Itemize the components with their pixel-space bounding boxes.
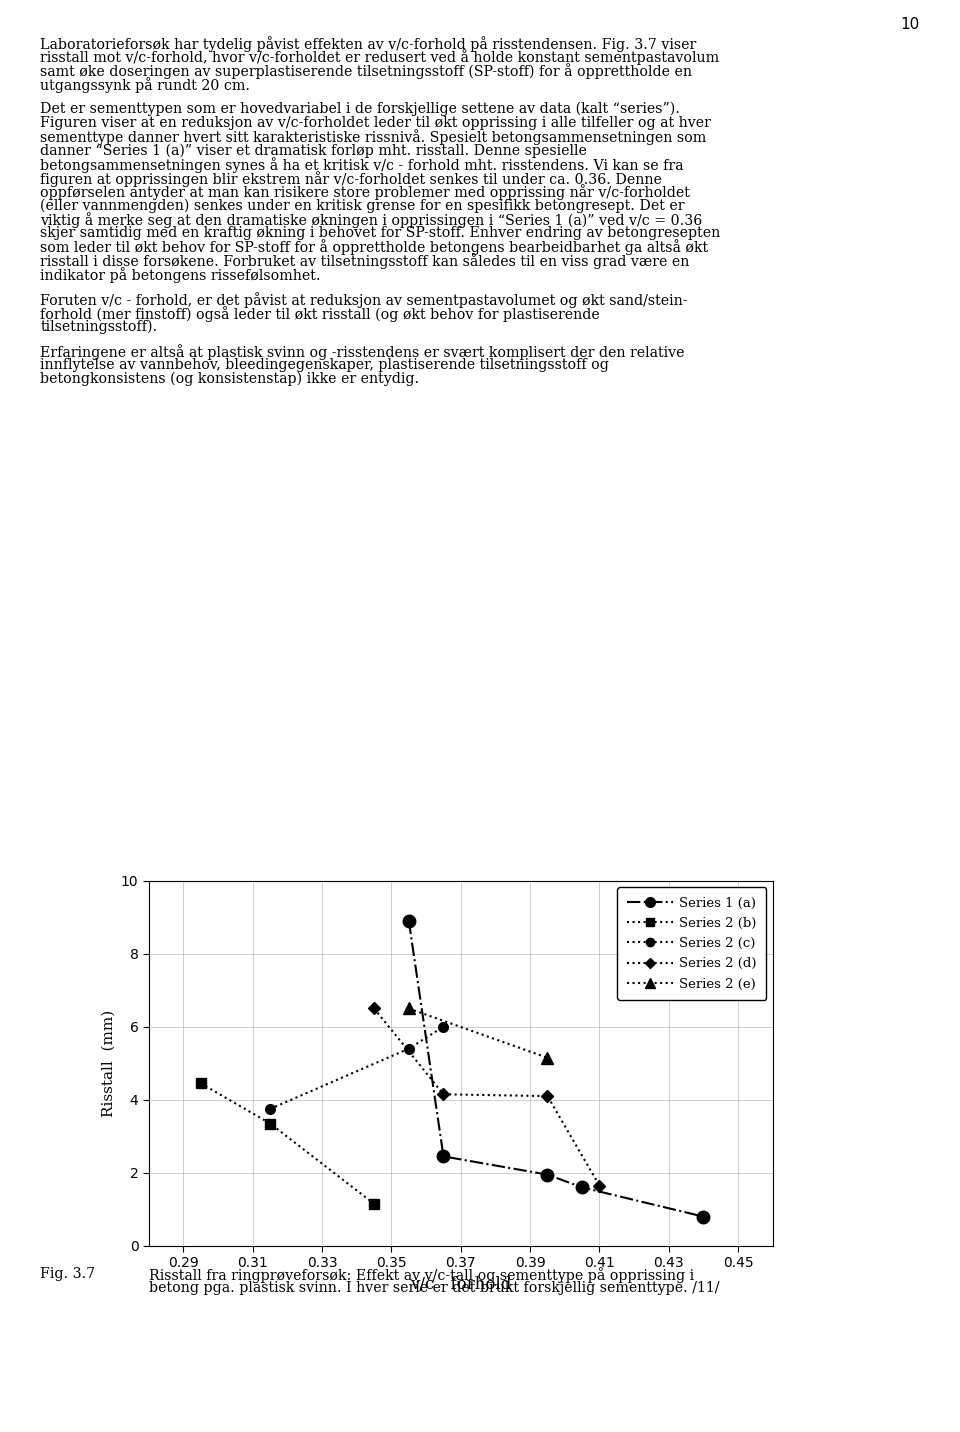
Text: Risstall fra ringprøveforsøk: Effekt av v/c-tall og sementtype på opprissing i: Risstall fra ringprøveforsøk: Effekt av … — [149, 1267, 694, 1283]
Text: skjer samtidig med en kraftig økning i behovet for SP-stoff. Enhver endring av b: skjer samtidig med en kraftig økning i b… — [40, 226, 721, 239]
Text: indikator på betongens rissefølsomhet.: indikator på betongens rissefølsomhet. — [40, 268, 321, 284]
Legend: Series 1 (a), Series 2 (b), Series 2 (c), Series 2 (d), Series 2 (e): Series 1 (a), Series 2 (b), Series 2 (c)… — [617, 888, 766, 1000]
Text: utgangssynk på rundt 20 cm.: utgangssynk på rundt 20 cm. — [40, 77, 251, 93]
Text: tilsetningsstoff).: tilsetningsstoff). — [40, 319, 157, 334]
Text: Laboratorieforsøk har tydelig påvist effekten av v/c-forhold på risstendensen. F: Laboratorieforsøk har tydelig påvist eff… — [40, 36, 697, 52]
Text: risstall mot v/c-forhold, hvor v/c-forholdet er redusert ved å holde konstant se: risstall mot v/c-forhold, hvor v/c-forho… — [40, 50, 719, 66]
Text: (eller vannmengden) senkes under en kritisk grense for en spesifikk betongresept: (eller vannmengden) senkes under en krit… — [40, 198, 684, 213]
Text: Figuren viser at en reduksjon av v/c-forholdet leder til økt opprissing i alle t: Figuren viser at en reduksjon av v/c-for… — [40, 116, 711, 130]
Text: risstall i disse forsøkene. Forbruket av tilsetningsstoff kan således til en vis: risstall i disse forsøkene. Forbruket av… — [40, 253, 689, 269]
Text: forhold (mer finstoff) også leder til økt risstall (og økt behov for plastiseren: forhold (mer finstoff) også leder til øk… — [40, 305, 600, 322]
Text: som leder til økt behov for SP-stoff for å opprettholde betongens bearbeidbarhet: som leder til økt behov for SP-stoff for… — [40, 239, 708, 255]
Text: danner “Series 1 (a)” viser et dramatisk forløp mht. risstall. Denne spesielle: danner “Series 1 (a)” viser et dramatisk… — [40, 143, 588, 158]
Text: Foruten v/c - forhold, er det påvist at reduksjon av sementpastavolumet og økt s: Foruten v/c - forhold, er det påvist at … — [40, 292, 687, 308]
Text: betongkonsistens (og konsistenstap) ikke er entydig.: betongkonsistens (og konsistenstap) ikke… — [40, 372, 420, 387]
Y-axis label: Risstall  (mm): Risstall (mm) — [101, 1010, 115, 1117]
Text: viktig å merke seg at den dramatiske økningen i opprissingen i “Series 1 (a)” ve: viktig å merke seg at den dramatiske økn… — [40, 212, 703, 228]
Text: Fig. 3.7: Fig. 3.7 — [40, 1267, 96, 1282]
Text: Erfaringene er altså at plastisk svinn og -risstendens er svært komplisert der d: Erfaringene er altså at plastisk svinn o… — [40, 344, 684, 359]
Text: samt øke doseringen av superplastiserende tilsetningsstoff (SP-stoff) for å oppr: samt øke doseringen av superplastiserend… — [40, 63, 692, 79]
Text: betongsammensetningen synes å ha et kritisk v/c - forhold mht. risstendens. Vi k: betongsammensetningen synes å ha et krit… — [40, 158, 684, 173]
Text: betong pga. plastisk svinn. I hver serie er det brukt forskjellig sementtype. /1: betong pga. plastisk svinn. I hver serie… — [149, 1282, 719, 1295]
Text: innflytelse av vannbehov, bleedingegenskaper, plastiserende tilsetningsstoff og: innflytelse av vannbehov, bleedingegensk… — [40, 358, 610, 372]
Text: figuren at opprissingen blir ekstrem når v/c-forholdet senkes til under ca. 0.36: figuren at opprissingen blir ekstrem når… — [40, 170, 662, 186]
Text: Det er sementtypen som er hovedvariabel i de forskjellige settene av data (kalt : Det er sementtypen som er hovedvariabel … — [40, 102, 681, 116]
Text: 10: 10 — [900, 17, 920, 32]
Text: oppførselen antyder at man kan risikere store problemer med opprissing når v/c-f: oppførselen antyder at man kan risikere … — [40, 185, 690, 200]
X-axis label: v/c - forhold: v/c - forhold — [410, 1276, 512, 1293]
Text: sementtype danner hvert sitt karakteristiske rissnivå. Spesielt betongsammensetn: sementtype danner hvert sitt karakterist… — [40, 129, 707, 145]
